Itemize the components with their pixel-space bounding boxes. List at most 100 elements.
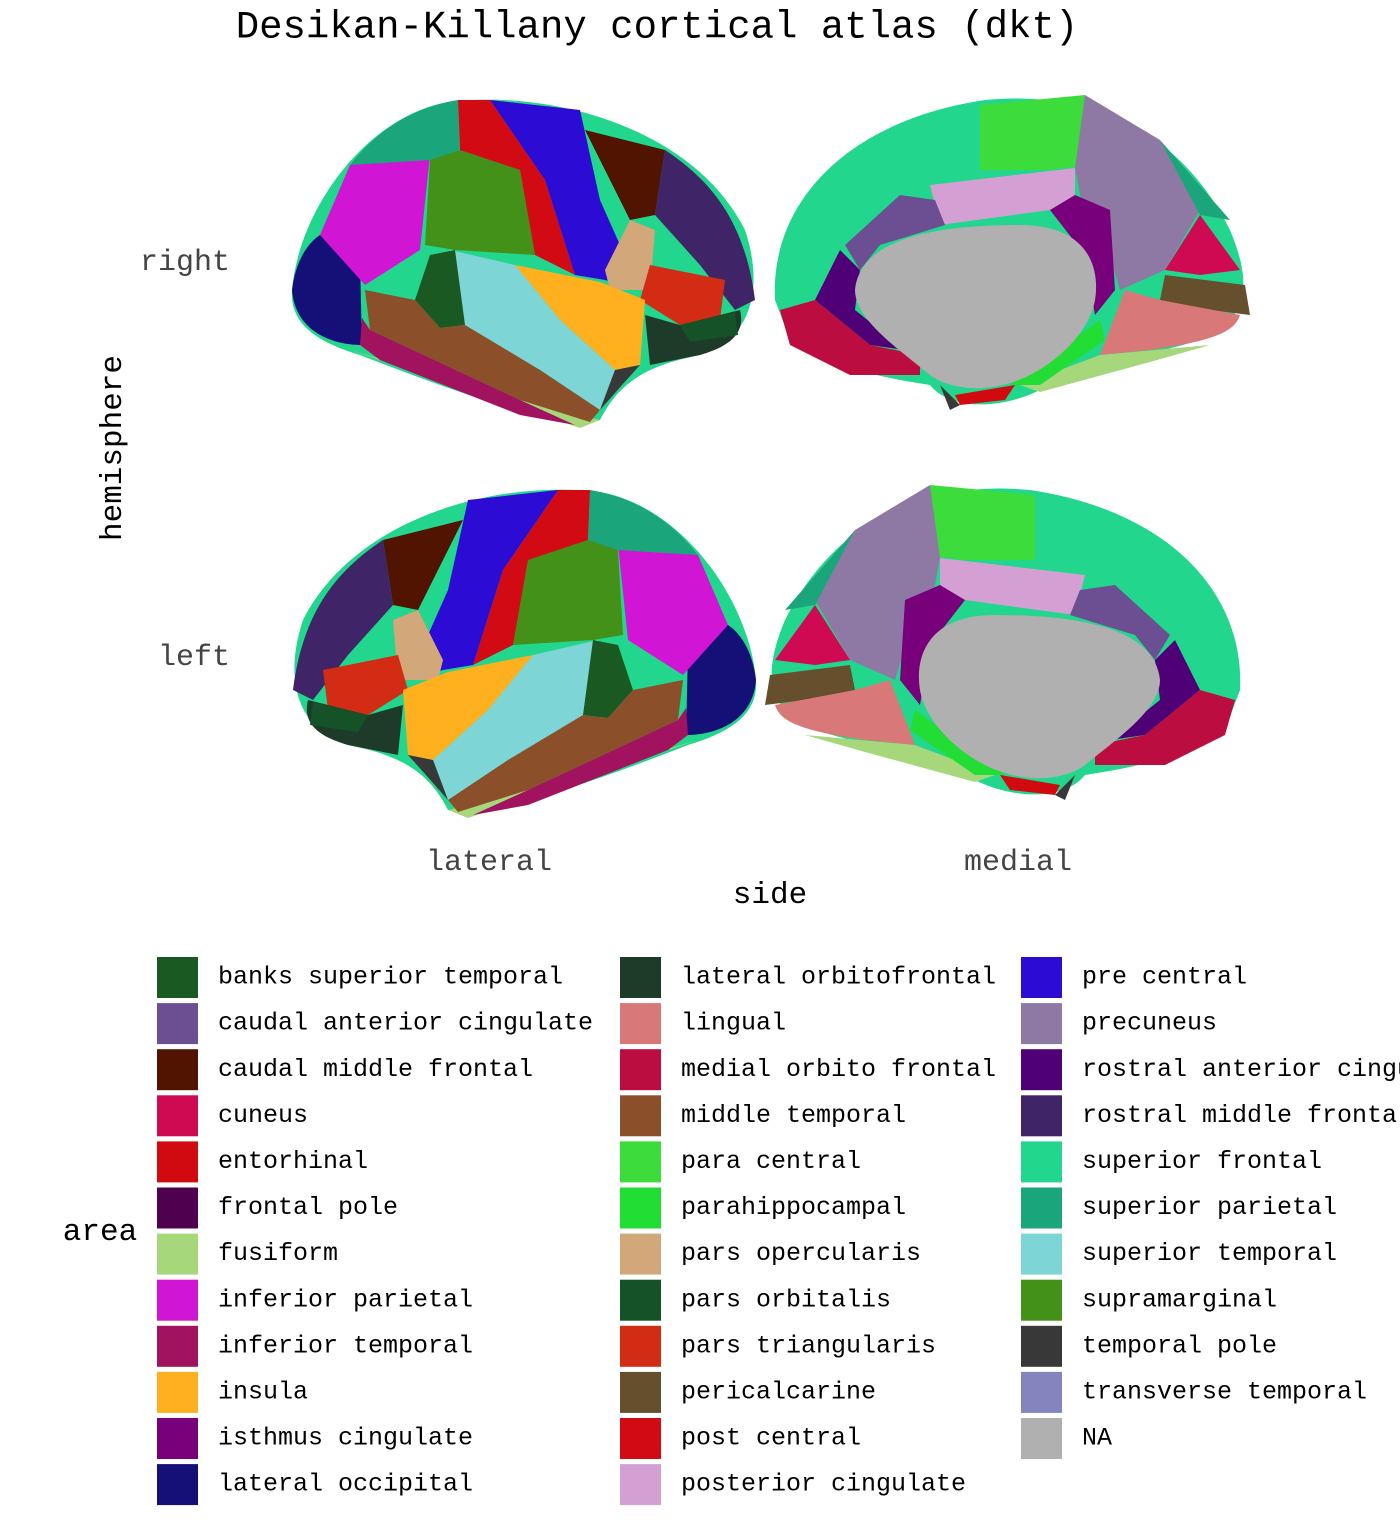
brain-region [785, 530, 855, 610]
legend-swatch [620, 1003, 661, 1045]
legend-label: lateral occipital [218, 1470, 473, 1499]
legend-swatch [620, 1187, 661, 1229]
brain-region [1070, 585, 1170, 660]
legend-swatch [1021, 1049, 1062, 1091]
brain-region [775, 680, 915, 745]
legend-label: temporal pole [1082, 1331, 1277, 1360]
brain-region [1050, 195, 1115, 315]
legend: banks superior temporal caudal anterior c… [157, 957, 1400, 1506]
brain-region [293, 540, 393, 700]
brain-region [425, 150, 535, 255]
legend-swatch [157, 1187, 198, 1229]
brain-region [473, 490, 590, 665]
brain-region [1160, 275, 1250, 315]
legend-swatch [157, 1141, 198, 1183]
brain-region [940, 385, 960, 410]
brain-region [515, 265, 645, 370]
brain-region [618, 545, 728, 675]
legend-swatch [157, 1095, 198, 1137]
legend-swatch [620, 1464, 661, 1506]
legend-swatch [1021, 1233, 1062, 1275]
legend-label: caudal anterior cingulate [218, 1009, 593, 1038]
x-axis-label: side [733, 878, 807, 913]
legend-swatch [620, 1418, 661, 1459]
legend-label: pars orbitalis [681, 1285, 891, 1314]
row-label: right [140, 246, 230, 280]
legend-swatch [620, 1371, 661, 1413]
legend-label: rostral anterior cingulate [1082, 1055, 1400, 1084]
brain-region [585, 130, 665, 220]
legend-swatch [1021, 1325, 1062, 1367]
legend-label: superior temporal [1082, 1239, 1337, 1268]
brain-view [291, 99, 755, 428]
brain-region [403, 655, 533, 760]
brain-region [940, 558, 1085, 615]
brain-region [490, 100, 640, 290]
brain-region [393, 610, 443, 680]
brain-region [686, 625, 756, 735]
legend-label: para central [681, 1147, 861, 1176]
legend-label: fusiform [218, 1239, 338, 1268]
legend-swatch [1021, 1187, 1062, 1229]
brain-region [655, 150, 755, 310]
legend-label: lateral orbitofrontal [681, 963, 996, 992]
brain-region [930, 168, 1075, 225]
brain-region [433, 640, 598, 800]
legend-swatch [1021, 1418, 1062, 1459]
legend-swatch [157, 1464, 198, 1506]
legend-swatch [620, 1325, 661, 1367]
legend-label: banks superior temporal [218, 963, 563, 992]
legend-label: NA [1082, 1424, 1112, 1453]
legend-label: pericalcarine [681, 1378, 876, 1407]
brain-region [408, 755, 448, 800]
legend-swatch [157, 1279, 198, 1321]
column-label: medial [964, 846, 1072, 880]
brain-panels [291, 95, 1250, 818]
column-label: lateral [426, 846, 552, 880]
brain-region [588, 490, 698, 555]
legend-swatch [157, 1003, 198, 1045]
legend-label: pars triangularis [681, 1331, 936, 1360]
legend-label: frontal pole [218, 1193, 398, 1222]
legend-swatch [1021, 957, 1062, 998]
title: Desikan-Killany cortical atlas (dkt) [236, 5, 1079, 49]
legend-swatch [157, 957, 198, 998]
row-label: left [158, 641, 230, 675]
brain-region [900, 585, 965, 705]
brain-region [408, 490, 558, 680]
brain-region [448, 680, 683, 812]
brain-region [583, 640, 633, 718]
legend-swatch [620, 1141, 661, 1183]
brain-region [458, 100, 575, 275]
legend-label: inferior parietal [218, 1285, 473, 1314]
brain-region [365, 290, 600, 422]
brain-region [350, 100, 460, 165]
legend-swatch [157, 1233, 198, 1275]
brain-region [955, 385, 1015, 405]
legend-swatch [1021, 1095, 1062, 1137]
brain-region [918, 615, 1160, 779]
legend-label: rostral middle frontal [1082, 1101, 1400, 1130]
brain-region [1100, 290, 1240, 355]
legend-label: insula [218, 1378, 308, 1407]
brain-region [640, 265, 725, 325]
brain-region [513, 540, 623, 645]
brain-region [845, 195, 945, 270]
legend-label: supramarginal [1082, 1285, 1277, 1314]
legend-label: superior parietal [1082, 1193, 1337, 1222]
brain-region [1000, 775, 1060, 795]
brain-region [450, 250, 615, 410]
brain-region [1095, 690, 1235, 765]
legend-label: pars opercularis [681, 1239, 921, 1268]
legend-label: parahippocampal [681, 1193, 906, 1222]
legend-label: entorhinal [218, 1147, 368, 1176]
brain-region [605, 220, 655, 290]
legend-swatch [620, 1233, 661, 1275]
legend-swatch [1021, 1003, 1062, 1045]
brain-region [1020, 345, 1210, 392]
legend-swatch [157, 1325, 198, 1367]
brain-region [383, 520, 463, 610]
legend-title: area [63, 1215, 137, 1250]
legend-label: inferior temporal [218, 1331, 473, 1360]
legend-label: medial orbito frontal [681, 1055, 996, 1084]
